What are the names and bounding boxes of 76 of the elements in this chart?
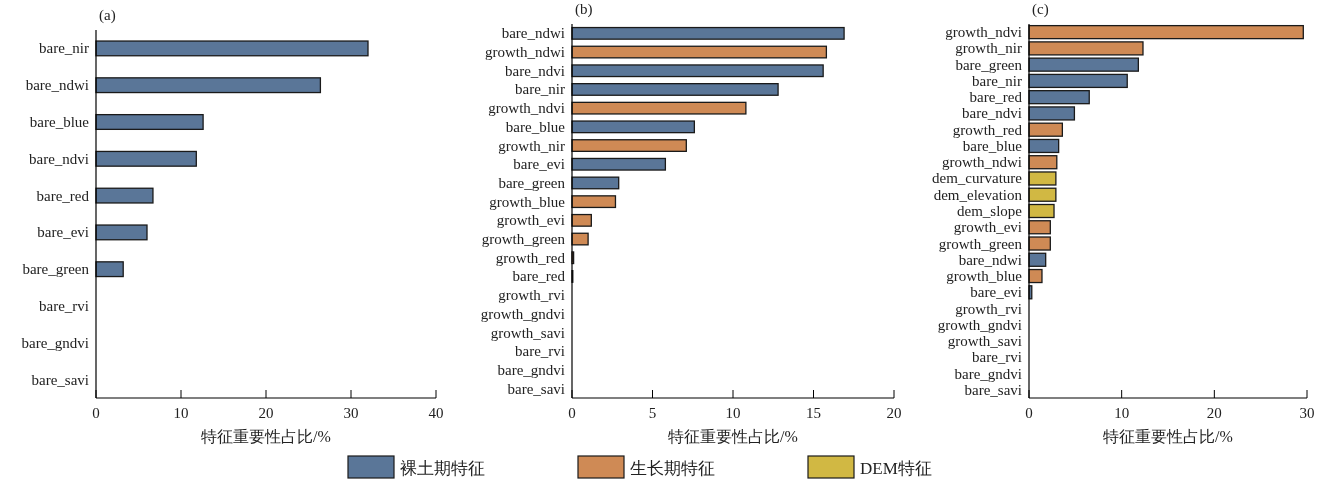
y-tick-label: growth_savi: [947, 333, 1022, 350]
y-tick-label: growth_green: [938, 235, 1023, 252]
y-tick-label: bare_savi: [507, 380, 565, 397]
y-tick-label: bare_red: [512, 268, 566, 285]
y-tick-label: bare_red: [969, 89, 1023, 106]
y-tick-label: growth_ndvi: [488, 100, 565, 117]
y-tick-label: bare_green: [498, 174, 566, 191]
y-tick-label: bare_rvi: [515, 343, 565, 360]
y-tick-label: bare_gndvi: [497, 361, 565, 378]
y-tick-label: growth_nir: [955, 40, 1022, 57]
y-tick-label: bare_gndvi: [954, 365, 1022, 382]
x-tick-label: 30: [343, 405, 359, 421]
y-tick-label: growth_gndvi: [480, 305, 565, 322]
chart-title: (b): [575, 1, 593, 18]
y-tick-label: bare_blue: [505, 118, 566, 135]
y-tick-label: growth_rvi: [955, 300, 1022, 317]
y-tick-label: growth_red: [952, 121, 1023, 138]
legend-label: 裸土期特征: [400, 459, 485, 478]
y-tick-label: growth_blue: [489, 193, 566, 210]
y-tick-label: bare_blue: [962, 137, 1023, 154]
chart-title: (a): [99, 7, 116, 24]
y-tick-label: bare_blue: [29, 114, 90, 130]
x-tick-label: 10: [725, 405, 741, 421]
x-axis-title: 特征重要性占比/%: [1103, 428, 1233, 445]
y-tick-label: bare_ndvi: [505, 62, 565, 79]
y-tick-label: dem_curvature: [932, 170, 1023, 187]
y-tick-label: bare_evi: [37, 224, 89, 241]
x-tick-label: 5: [648, 405, 657, 421]
x-tick-label: 0: [92, 405, 100, 421]
y-tick-label: bare_savi: [31, 371, 89, 388]
y-tick-label: growth_ndvi: [945, 24, 1022, 41]
y-tick-label: bare_nir: [972, 72, 1022, 89]
y-tick-label: growth_ndwi: [485, 44, 565, 61]
legend-label: DEM特征: [860, 459, 932, 478]
y-tick-label: bare_green: [955, 56, 1023, 73]
y-tick-label: bare_ndvi: [29, 150, 89, 167]
y-tick-label: bare_gndvi: [21, 334, 89, 351]
y-tick-label: growth_evi: [496, 212, 565, 229]
y-tick-label: bare_savi: [964, 381, 1022, 398]
x-tick-label: 40: [428, 405, 444, 421]
x-tick-label: 20: [886, 405, 902, 421]
y-tick-label: bare_ndwi: [25, 77, 89, 94]
y-tick-label: growth_gndvi: [937, 316, 1022, 333]
x-tick-label: 0: [1025, 405, 1033, 421]
x-axis-title: 特征重要性占比/%: [201, 428, 331, 445]
y-tick-label: bare_ndwi: [958, 251, 1022, 268]
y-tick-label: growth_red: [495, 249, 566, 266]
y-tick-label: bare_ndwi: [501, 25, 565, 42]
y-tick-label: growth_nir: [498, 137, 565, 154]
y-tick-label: bare_rvi: [972, 349, 1022, 366]
x-tick-label: 20: [1206, 405, 1222, 421]
legend-label: 生长期特征: [630, 459, 715, 478]
y-tick-label: bare_evi: [970, 284, 1022, 301]
y-tick-label: dem_slope: [957, 203, 1023, 219]
y-tick-label: growth_green: [481, 231, 566, 248]
y-tick-label: bare_ndvi: [962, 105, 1022, 122]
y-tick-label: bare_red: [36, 187, 90, 204]
x-tick-label: 30: [1299, 405, 1315, 421]
x-tick-label: 20: [258, 405, 274, 421]
x-axis-title: 特征重要性占比/%: [668, 428, 798, 445]
chart-title: (c): [1032, 1, 1049, 18]
x-tick-label: 10: [173, 405, 189, 421]
y-tick-label: growth_rvi: [498, 287, 565, 304]
y-tick-label: bare_nir: [39, 40, 89, 57]
y-tick-label: bare_rvi: [39, 298, 89, 314]
y-tick-label: dem_elevation: [933, 186, 1023, 203]
y-tick-label: bare_evi: [513, 156, 565, 173]
x-tick-label: 10: [1114, 405, 1130, 421]
y-tick-label: growth_evi: [953, 219, 1022, 236]
y-tick-label: growth_ndwi: [942, 154, 1022, 171]
y-tick-label: growth_blue: [946, 268, 1023, 285]
y-tick-label: growth_savi: [490, 324, 565, 341]
y-tick-label: bare_green: [22, 261, 90, 278]
x-tick-label: 15: [806, 405, 821, 421]
x-tick-label: 0: [568, 405, 576, 421]
y-tick-label: bare_nir: [515, 81, 565, 98]
